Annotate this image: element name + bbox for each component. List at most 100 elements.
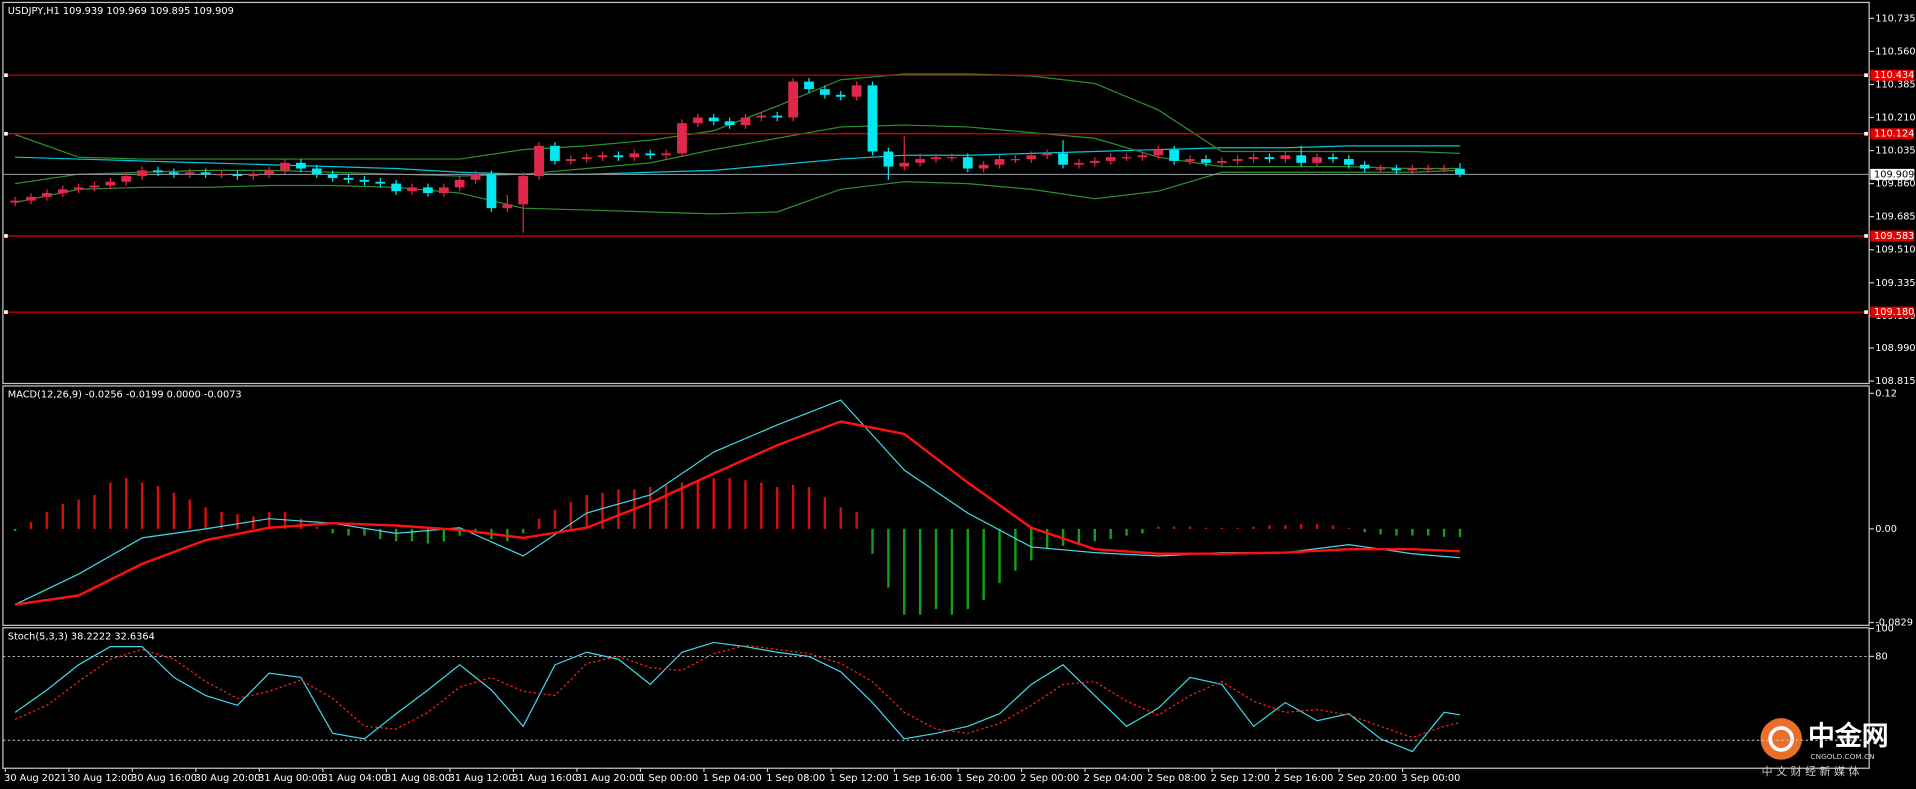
candle-body [835, 94, 846, 97]
x-tick-label: 1 Sep 04:00 [703, 773, 762, 784]
macd-bar [299, 518, 303, 529]
macd-bar [363, 528, 366, 536]
candle-body [772, 115, 783, 118]
level-handle [4, 310, 8, 314]
x-tick-label: 2 Sep 20:00 [1338, 773, 1397, 784]
y-tick-label: 80 [1875, 651, 1887, 662]
candle-body [1216, 160, 1227, 163]
candle-body [121, 176, 132, 182]
candle-body [1264, 157, 1275, 160]
candle-body [57, 189, 68, 194]
macd-bar [1172, 526, 1176, 529]
level-handle [1864, 310, 1868, 314]
candle-body [740, 117, 751, 126]
candle-body [867, 85, 878, 152]
candle-body [1343, 159, 1354, 165]
x-tick-label: 31 Aug 00:00 [258, 773, 324, 784]
x-tick-label: 2 Sep 12:00 [1211, 773, 1270, 784]
candle-body [200, 172, 211, 175]
macd-bar [125, 478, 128, 529]
macd-bar [1347, 527, 1351, 529]
level-label-box [1870, 306, 1915, 318]
macd-bar [61, 504, 64, 529]
candle-body [407, 187, 417, 192]
candle-body [1010, 159, 1021, 161]
candle-body [978, 164, 989, 169]
macd-bar [871, 528, 874, 554]
candle-body [486, 174, 497, 209]
macd-bar [109, 482, 112, 529]
candle-body [1026, 155, 1037, 160]
level-label: 110.124 [1874, 129, 1914, 140]
macd-bar [1157, 526, 1160, 529]
candle-body [26, 196, 36, 201]
candle-body [137, 170, 148, 177]
candle-body [756, 115, 767, 118]
candle-body [677, 123, 687, 154]
macd-bar [426, 528, 430, 544]
candle-body [454, 179, 465, 188]
macd-bar [458, 528, 461, 536]
x-tick-label: 31 Aug 04:00 [322, 773, 388, 784]
candle-body [883, 151, 894, 167]
logo-circle [1760, 718, 1802, 760]
candle-body [1280, 155, 1291, 160]
level-label-box [1870, 230, 1915, 242]
candle-body [1089, 160, 1100, 163]
y-tick-label: 109.335 [1875, 278, 1915, 289]
macd-bar [950, 528, 954, 615]
macd-bar [569, 501, 573, 529]
level-handle [1864, 234, 1868, 238]
macd-bar [188, 499, 191, 529]
macd-bar [1204, 527, 1208, 529]
level-label-box [1870, 69, 1915, 81]
candle-body [1375, 168, 1386, 170]
candle-body [73, 187, 84, 190]
candle-body [153, 170, 163, 173]
candle-body [423, 187, 433, 194]
macd-bar [553, 509, 557, 529]
macd-bar [712, 478, 715, 529]
x-tick-label: 1 Sep 08:00 [766, 773, 825, 784]
x-tick-label: 1 Sep 00:00 [639, 773, 698, 784]
macd-bar [664, 484, 668, 529]
macd-bar [887, 528, 890, 588]
candle-body [613, 155, 624, 158]
candle-body [692, 117, 703, 124]
x-tick-label: 1 Sep 20:00 [957, 773, 1016, 784]
candle-body [851, 85, 862, 97]
x-tick-label: 2 Sep 00:00 [1020, 773, 1079, 784]
candle-body [1058, 153, 1068, 165]
x-tick-label: 30 Aug 12:00 [68, 773, 134, 784]
macd-bar [776, 487, 779, 529]
macd-bar [1299, 524, 1303, 529]
macd-bar [1125, 528, 1128, 536]
macd-bar [585, 494, 588, 529]
panel-title: MACD(12,26,9) -0.0256 -0.0199 0.0000 -0.… [8, 389, 242, 400]
level-handle [4, 73, 8, 78]
macd-bar [998, 528, 1001, 584]
candle-body [248, 174, 259, 177]
x-tick-label: 2 Sep 16:00 [1274, 773, 1333, 784]
candle-body [708, 117, 719, 122]
candle-body [105, 181, 116, 186]
macd-bar [537, 518, 541, 529]
candle-body [819, 89, 830, 95]
macd-bar [1458, 528, 1462, 538]
macd-bar [394, 528, 398, 542]
macd-bar [1188, 526, 1192, 529]
candle-body [518, 176, 529, 205]
macd-bar [1220, 527, 1224, 529]
macd-bar [410, 528, 414, 542]
macd-panel [2, 385, 1870, 626]
y-tick-label: 109.510 [1875, 245, 1915, 256]
y-tick-label: 100 [1875, 623, 1894, 634]
level-label: 109.583 [1874, 231, 1914, 242]
x-tick-label: 30 Aug 20:00 [195, 773, 261, 784]
macd-bar [172, 492, 176, 529]
macd-bar [1045, 528, 1049, 549]
macd-bar [1109, 528, 1112, 540]
candle-body [391, 183, 402, 192]
